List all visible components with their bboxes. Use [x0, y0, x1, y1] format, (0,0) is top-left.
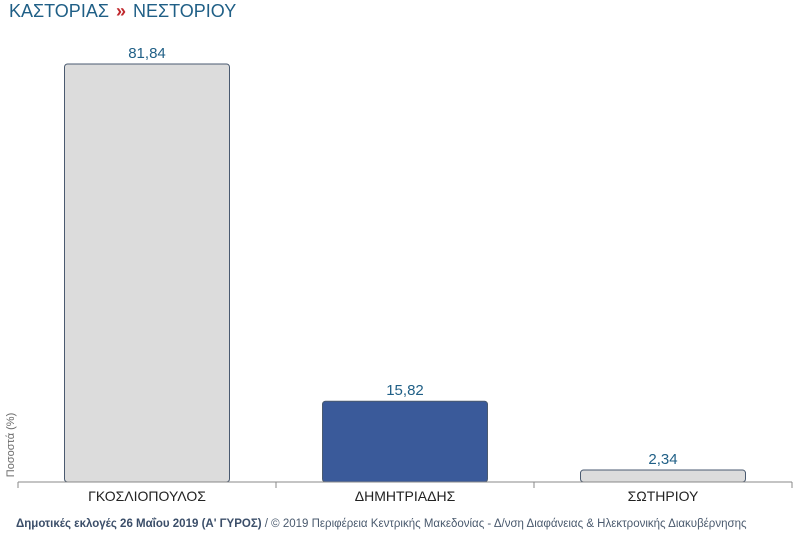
category-label: ΣΩΤΗΡΙΟΥ [628, 488, 699, 504]
category-label: ΔΗΜΗΤΡΙΑΔΗΣ [355, 488, 456, 504]
footer-note: Δημοτικές εκλογές 26 Μαΐου 2019 (Α' ΓΥΡΟ… [16, 517, 747, 531]
bar [64, 63, 230, 483]
bar [322, 400, 488, 483]
bar [580, 469, 746, 483]
value-label: 81,84 [128, 45, 166, 62]
footer-election: Δημοτικές εκλογές 26 Μαΐου 2019 (Α' ΓΥΡΟ… [16, 518, 262, 530]
value-label: 2,34 [648, 451, 677, 468]
title-sublocation: ΝΕΣΤΟΡΙΟΥ [133, 1, 237, 21]
title-separator: » [115, 1, 126, 21]
value-label: 15,82 [386, 382, 424, 399]
chart-title: ΚΑΣΤΟΡΙΑΣ » ΝΕΣΤΟΡΙΟΥ [9, 0, 236, 22]
category-label: ΓΚΟΣΛΙΟΠΟΥΛΟΣ [88, 488, 206, 504]
y-axis-label: Ποσοστά (%) [5, 413, 17, 477]
title-location: ΚΑΣΤΟΡΙΑΣ [9, 1, 109, 21]
footer-credit: / © 2019 Περιφέρεια Κεντρικής Μακεδονίας… [261, 518, 747, 530]
